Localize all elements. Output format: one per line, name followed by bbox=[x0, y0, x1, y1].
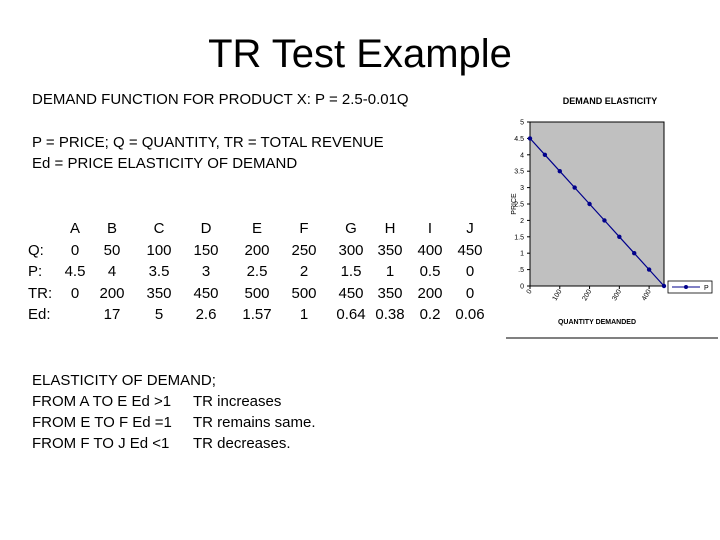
table-cell: 0 bbox=[70, 241, 80, 259]
table-cell: 150 bbox=[193, 241, 219, 259]
elasticity-heading: ELASTICITY OF DEMAND; bbox=[32, 372, 216, 389]
data-point bbox=[661, 283, 667, 289]
data-point bbox=[602, 218, 607, 223]
column-header-g: G bbox=[345, 220, 357, 237]
y-tick-label: 3 bbox=[520, 185, 524, 192]
definitions-line-1: P = PRICE; Q = QUANTITY, TR = TOTAL REVE… bbox=[32, 134, 384, 151]
table-cell: 450 bbox=[338, 284, 364, 302]
y-tick-label: 4.5 bbox=[514, 136, 524, 143]
definitions-line-2: Ed = PRICE ELASTICITY OF DEMAND bbox=[32, 155, 298, 172]
y-tick-label: 4 bbox=[520, 152, 524, 159]
column-header-f: F bbox=[299, 220, 309, 237]
table-cell: 4 bbox=[107, 263, 117, 280]
data-point bbox=[572, 185, 577, 190]
table-cell: 350 bbox=[377, 284, 403, 302]
column-header-a: A bbox=[69, 220, 81, 237]
data-point bbox=[527, 136, 533, 141]
series-line bbox=[529, 137, 665, 287]
demand-function-text: DEMAND FUNCTION FOR PRODUCT X: P = 2.5-0… bbox=[32, 91, 409, 108]
legend-marker bbox=[684, 285, 688, 289]
table-cell: 300 bbox=[338, 241, 364, 259]
summary-range-3: FROM F TO J Ed <1 bbox=[32, 435, 170, 452]
table-cell: 500 bbox=[244, 284, 270, 302]
x-tick-label: 0 bbox=[526, 288, 534, 295]
summary-effect-3: TR decreases. bbox=[193, 435, 291, 452]
table-cell: 3.5 bbox=[148, 263, 170, 280]
table-cell: 250 bbox=[291, 241, 317, 259]
table-cell: 0.2 bbox=[419, 306, 441, 323]
table-cell: 1 bbox=[299, 306, 309, 323]
table-cell: 50 bbox=[103, 241, 121, 259]
legend-label: P bbox=[704, 285, 709, 292]
row-label: TR: bbox=[28, 284, 53, 302]
table-cell: 450 bbox=[193, 284, 219, 302]
data-point bbox=[542, 152, 548, 157]
row-label: Ed: bbox=[28, 306, 51, 323]
table-cell: 0 bbox=[70, 284, 80, 302]
x-tick-label: 400 bbox=[641, 288, 653, 302]
table-cell: 5 bbox=[154, 306, 164, 323]
table-cell: 2 bbox=[299, 263, 309, 280]
table-cell: 1.5 bbox=[340, 263, 362, 280]
x-tick-label: 200 bbox=[581, 288, 593, 302]
table-cell: 400 bbox=[417, 241, 443, 259]
table-cell: 2.6 bbox=[195, 306, 217, 323]
table-cell: 450 bbox=[457, 241, 483, 259]
table-cell: 0.64 bbox=[336, 306, 366, 323]
column-header-c: C bbox=[153, 220, 165, 237]
table-cell: 3 bbox=[201, 263, 211, 280]
x-tick-label: 100 bbox=[552, 288, 564, 302]
table-cell: 2.5 bbox=[246, 263, 268, 280]
column-header-h: H bbox=[384, 220, 396, 237]
y-tick-label: .5 bbox=[518, 267, 524, 274]
summary-range-1: FROM A TO E Ed >1 bbox=[32, 393, 172, 410]
demand-elasticity-chart: DEMAND ELASTICITY 0 .5 1 1.5 2 2.5 3 3.5 4 4.5 5 0 10… bbox=[506, 96, 718, 339]
y-tick-label: 1 bbox=[520, 251, 524, 258]
table-cell: 17 bbox=[103, 306, 121, 323]
data-point bbox=[587, 201, 592, 207]
table-cell: 500 bbox=[291, 284, 317, 302]
chart-title: DEMAND ELASTICITY bbox=[563, 96, 658, 106]
table-cell: 350 bbox=[146, 284, 172, 302]
column-header-e: E bbox=[251, 220, 263, 237]
y-tick-label: 2 bbox=[520, 218, 524, 225]
y-tick-label: 1.5 bbox=[514, 234, 524, 241]
table-cell: 1 bbox=[385, 263, 395, 280]
table-cell: 200 bbox=[417, 284, 443, 302]
data-point bbox=[646, 267, 652, 272]
y-tick-label: 3.5 bbox=[514, 169, 524, 176]
column-header-b: B bbox=[106, 220, 118, 237]
plot-area bbox=[529, 121, 665, 287]
table-cell: 0.38 bbox=[375, 306, 405, 323]
summary-range-2: FROM E TO F Ed =1 bbox=[32, 414, 172, 431]
table-cell: 1.57 bbox=[242, 306, 272, 323]
column-header-j: J bbox=[466, 220, 474, 237]
table-cell: 4.5 bbox=[64, 263, 86, 280]
column-header-i: I bbox=[427, 220, 433, 237]
summary-effect-2: TR remains same. bbox=[193, 414, 316, 431]
row-label: P: bbox=[28, 263, 43, 280]
column-header-d: D bbox=[200, 220, 212, 237]
row-label: Q: bbox=[28, 241, 44, 259]
table-cell: 0.5 bbox=[419, 263, 441, 280]
y-tick-label: 5 bbox=[520, 120, 524, 127]
y-tick-label: 0 bbox=[520, 284, 524, 291]
table-cell: 0 bbox=[465, 284, 475, 302]
table-cell: 0.06 bbox=[455, 306, 485, 323]
summary-effect-1: TR increases bbox=[193, 393, 282, 410]
y-axis-label: PRICE bbox=[511, 193, 518, 215]
slide-title: TR Test Example bbox=[208, 32, 512, 76]
x-tick-label: 300 bbox=[611, 288, 623, 302]
data-point bbox=[557, 169, 562, 174]
y-tick-label: 2.5 bbox=[514, 202, 524, 209]
table-cell: 100 bbox=[146, 241, 172, 259]
data-point bbox=[632, 251, 637, 256]
data-point bbox=[617, 234, 622, 239]
table-cell: 200 bbox=[244, 241, 270, 259]
table-cell: 200 bbox=[99, 284, 125, 302]
table-cell: 350 bbox=[377, 241, 403, 259]
table-cell: 0 bbox=[465, 263, 475, 280]
x-axis-label: QUANTITY DEMANDED bbox=[558, 319, 636, 326]
